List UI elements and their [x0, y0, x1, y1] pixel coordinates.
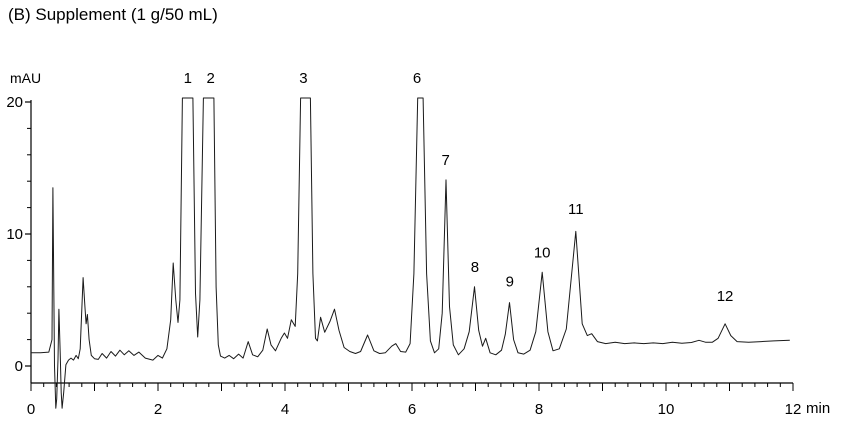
x-tick-label: 8	[535, 401, 543, 418]
x-tick-label: 6	[408, 401, 416, 418]
peak-label-7: 7	[441, 152, 449, 169]
peak-label-12: 12	[717, 288, 734, 305]
x-tick-label: 4	[281, 401, 289, 418]
y-tick-label: 0	[15, 358, 23, 375]
peak-label-2: 2	[207, 70, 215, 87]
peak-label-6: 6	[413, 70, 421, 87]
peak-label-3: 3	[299, 70, 307, 87]
peak-label-10: 10	[534, 244, 551, 261]
peak-label-9: 9	[506, 274, 514, 291]
peak-label-11: 11	[568, 201, 584, 218]
y-axis-unit-label: mAU	[10, 70, 42, 86]
figure-title: (B) Supplement (1 g/50 mL)	[8, 5, 218, 24]
peak-label-1: 1	[184, 70, 192, 87]
y-tick-label: 10	[6, 226, 23, 243]
x-axis-unit-label: min	[806, 400, 831, 417]
chromatogram-trace	[31, 97, 790, 409]
x-tick-label: 10	[658, 401, 675, 418]
x-tick-label: 12	[785, 401, 802, 418]
x-tick-label: 2	[154, 401, 162, 418]
x-tick-label: 0	[27, 401, 35, 418]
y-tick-label: 20	[6, 94, 23, 111]
peak-label-8: 8	[471, 259, 479, 276]
